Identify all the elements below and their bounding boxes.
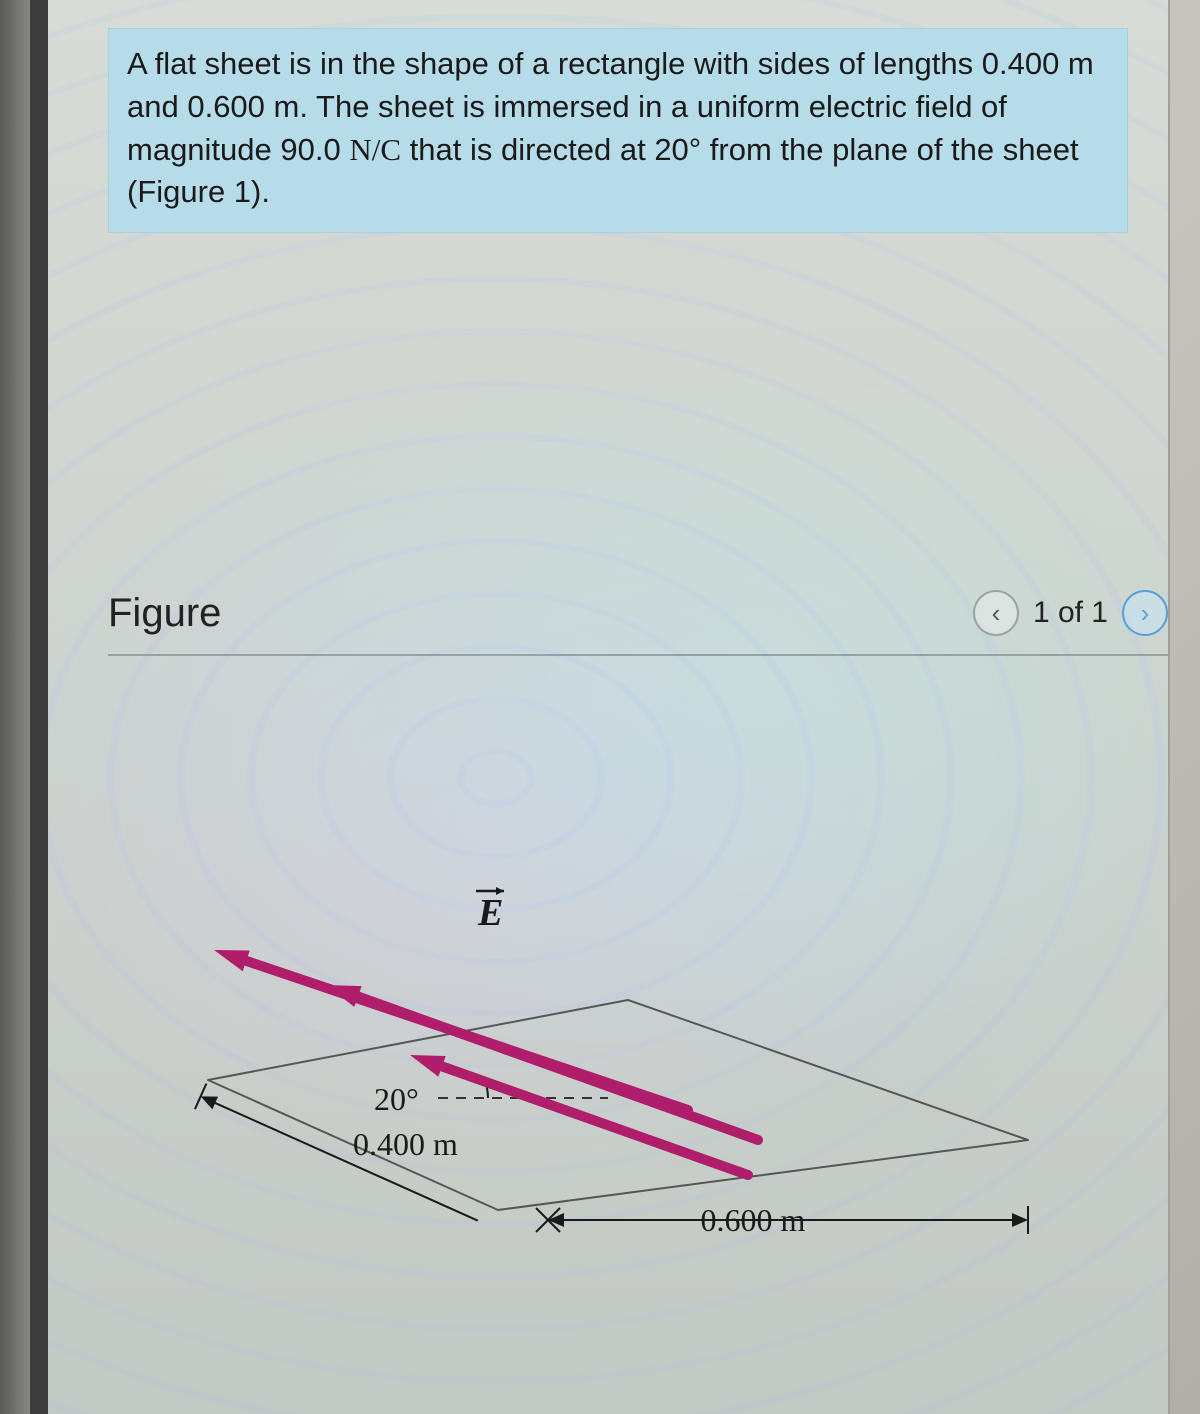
bezel-shadow — [0, 0, 30, 1414]
problem-text: A flat sheet is in the shape of a rectan… — [127, 46, 1094, 209]
pager-text: 1 of 1 — [1033, 596, 1108, 630]
svg-text:E: E — [477, 892, 503, 934]
screen-area: A flat sheet is in the shape of a rectan… — [30, 0, 1170, 1414]
next-figure-button[interactable]: › — [1122, 590, 1168, 636]
svg-text:0.400 m: 0.400 m — [353, 1126, 458, 1162]
chevron-left-icon: ‹ — [992, 598, 1001, 629]
svg-text:0.600 m: 0.600 m — [701, 1202, 806, 1238]
figure-header: Figure ‹ 1 of 1 › — [108, 590, 1168, 656]
chevron-right-icon: › — [1141, 598, 1150, 629]
prev-figure-button[interactable]: ‹ — [973, 590, 1019, 636]
figure-diagram: 20° E 0.400 m 0.600 m — [148, 760, 1108, 1320]
svg-text:20°: 20° — [374, 1081, 419, 1117]
problem-statement: A flat sheet is in the shape of a rectan… — [108, 28, 1128, 233]
figure-title: Figure — [108, 591, 221, 636]
figure-pager: ‹ 1 of 1 › — [973, 590, 1168, 636]
